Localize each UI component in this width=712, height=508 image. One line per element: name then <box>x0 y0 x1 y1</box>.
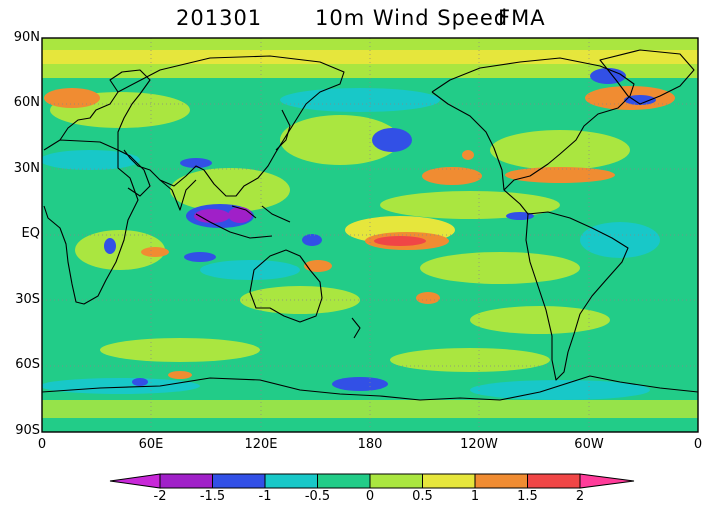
lon-label: 0 <box>37 437 47 452</box>
coastline-australia <box>249 249 323 323</box>
coastline-africa <box>43 139 139 305</box>
anomaly-patch <box>390 348 550 372</box>
lon-label: 0 <box>693 437 703 452</box>
lon-label: 180 <box>357 437 383 452</box>
anomaly-patch <box>624 95 656 105</box>
title-variable: 10m Wind Speed <box>315 6 509 30</box>
coastlines <box>41 49 699 401</box>
lon-label: 60W <box>574 437 604 452</box>
colorbar-cells <box>159 473 581 489</box>
anomaly-patch <box>240 286 360 314</box>
anomaly-patch <box>44 88 100 108</box>
colorbar-high-arrow <box>579 473 635 489</box>
graticule <box>42 38 698 432</box>
colorbar-level-label: 0.5 <box>412 489 433 504</box>
colorbar-level-label: -1.5 <box>199 489 226 504</box>
anomaly-patch <box>100 338 260 362</box>
anomaly-patch <box>420 252 580 284</box>
lat-label: 90N <box>13 30 40 45</box>
anomaly-patch <box>422 167 482 185</box>
coastline-arabia <box>117 149 151 197</box>
colorbar-cell <box>264 473 318 489</box>
anomaly-patch <box>42 150 140 170</box>
anomaly-patch <box>380 191 560 219</box>
anomaly-patch <box>470 306 610 334</box>
title-date: 201301 <box>176 6 263 30</box>
colorbar-level-label: -2 <box>153 489 167 504</box>
colorbar-level-label: 0 <box>365 489 375 504</box>
anomaly-patch <box>141 247 169 257</box>
colorbar-level-label: 2 <box>575 489 585 504</box>
colorbar-cell <box>369 473 423 489</box>
colorbar-cell <box>212 473 266 489</box>
anomaly-patch <box>372 128 412 152</box>
colorbar-low-arrow <box>109 473 161 489</box>
anomaly-patch <box>302 234 322 246</box>
coastline-europe <box>59 69 151 150</box>
anomaly-patch <box>332 377 388 391</box>
lat-label: 30N <box>13 161 40 176</box>
lon-label: 60E <box>138 437 164 452</box>
anomaly-patch <box>104 238 116 254</box>
lat-label: 30S <box>15 292 40 307</box>
coastline-north-america <box>431 57 635 215</box>
anomaly-patch <box>132 378 148 386</box>
anomaly-patch <box>304 260 332 272</box>
lon-label: 120W <box>460 437 498 452</box>
map-frame <box>41 37 699 433</box>
anomaly-patch <box>200 260 300 280</box>
anomaly-patch <box>416 292 440 304</box>
coastline-south-america <box>525 211 629 381</box>
anomaly-band <box>42 38 698 50</box>
anomaly-band <box>42 418 698 432</box>
coastline-india <box>159 179 197 211</box>
anomaly-patch <box>580 222 660 258</box>
anomaly-patch <box>470 380 650 400</box>
anomaly-patch <box>280 88 440 112</box>
colorbar-cell <box>474 473 528 489</box>
lat-label: 60N <box>13 95 40 110</box>
anomaly-patch <box>228 207 252 223</box>
anomaly-patch <box>170 168 290 212</box>
colorbar-level-label: -0.5 <box>304 489 331 504</box>
title-season: FMA <box>498 6 546 30</box>
anomaly-patch <box>168 371 192 379</box>
anomaly-patch <box>505 167 615 183</box>
anomaly-patch <box>42 378 200 394</box>
anomaly-patch <box>280 115 400 165</box>
colorbar <box>109 473 635 489</box>
anomaly-patch <box>490 130 630 170</box>
lon-label: 120E <box>244 437 278 452</box>
colorbar-level-label: 1.5 <box>517 489 538 504</box>
anomaly-patch <box>590 68 626 84</box>
colorbar-cell <box>422 473 476 489</box>
map-title: 201301 10m Wind Speed FMA <box>0 4 712 34</box>
lat-label: 60S <box>15 357 40 372</box>
colorbar-cell <box>317 473 371 489</box>
coastline-asia <box>117 55 345 197</box>
anomaly-patch <box>462 150 474 160</box>
anomaly-patch <box>180 158 212 168</box>
lat-label: EQ <box>21 226 40 241</box>
colorbar-level-label: -1 <box>258 489 272 504</box>
colorbar-level-label: 1 <box>470 489 480 504</box>
coastline-new-zealand <box>351 317 361 339</box>
colorbar-cell <box>159 473 213 489</box>
coastline-antarctica <box>41 375 699 401</box>
coastline-japan <box>275 109 291 151</box>
coastline-greenland <box>599 49 695 105</box>
colorbar-cell <box>527 473 581 489</box>
anomaly-patch <box>184 252 216 262</box>
lat-label: 90S <box>15 423 40 438</box>
anomaly-patch <box>194 209 230 223</box>
anomaly-band <box>42 50 698 64</box>
coastline-indonesia <box>195 205 291 239</box>
anomaly-patch <box>506 212 534 220</box>
anomaly-patch <box>374 236 426 246</box>
